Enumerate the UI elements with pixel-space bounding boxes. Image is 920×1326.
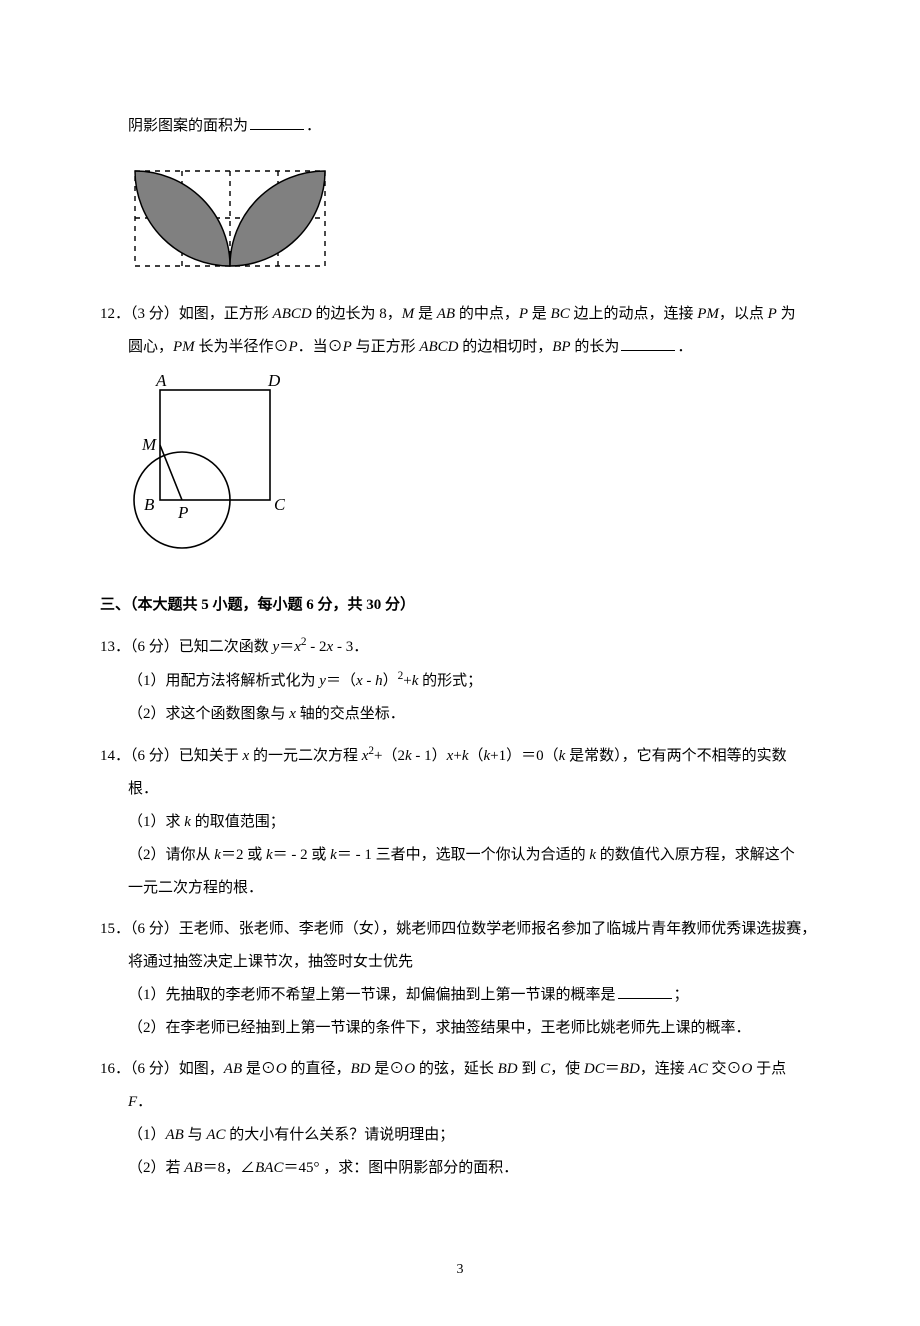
figure-q12: A D M B P C	[130, 372, 820, 565]
q16-num: 16．	[100, 1061, 130, 1077]
q14-num: 14．	[100, 748, 130, 764]
question-14: 14．（6 分）已知关于 x 的一元二次方程 x2+（2k - 1）x+k（k+…	[100, 739, 820, 905]
q11-text: 阴影图案的面积为	[128, 118, 248, 134]
q13-num: 13．	[100, 639, 130, 655]
section-3-title: 三、（本大题共 5 小题，每小题 6 分，共 30 分）	[100, 589, 820, 622]
question-15: 15．（6 分）王老师、张老师、李老师（女），姚老师四位数学老师报名参加了临城片…	[100, 913, 820, 1045]
svg-text:C: C	[274, 495, 285, 514]
page-number: 3	[100, 1255, 820, 1286]
blank-q12	[621, 336, 675, 351]
question-13: 13．（6 分）已知二次函数 y＝x2 - 2x - 3． （1）用配方法将解析…	[100, 630, 820, 731]
q12-pts: （3 分）	[130, 306, 179, 322]
figure-q11	[130, 151, 820, 284]
q15-num: 15．	[100, 921, 130, 937]
blank-q15	[618, 984, 672, 999]
question-16: 16．（6 分）如图，AB 是⊙O 的直径，BD 是⊙O 的弦，延长 BD 到 …	[100, 1053, 820, 1185]
q12-num: 12．	[100, 306, 130, 322]
svg-text:A: A	[155, 372, 167, 390]
svg-text:M: M	[141, 435, 157, 454]
svg-text:D: D	[267, 372, 281, 390]
blank-q11	[250, 115, 304, 130]
svg-text:B: B	[144, 495, 155, 514]
question-12: 12．（3 分）如图，正方形 ABCD 的边长为 8，M 是 AB 的中点，P …	[100, 298, 820, 565]
svg-text:P: P	[177, 503, 188, 522]
question-11-tail: 阴影图案的面积为．	[100, 110, 820, 284]
